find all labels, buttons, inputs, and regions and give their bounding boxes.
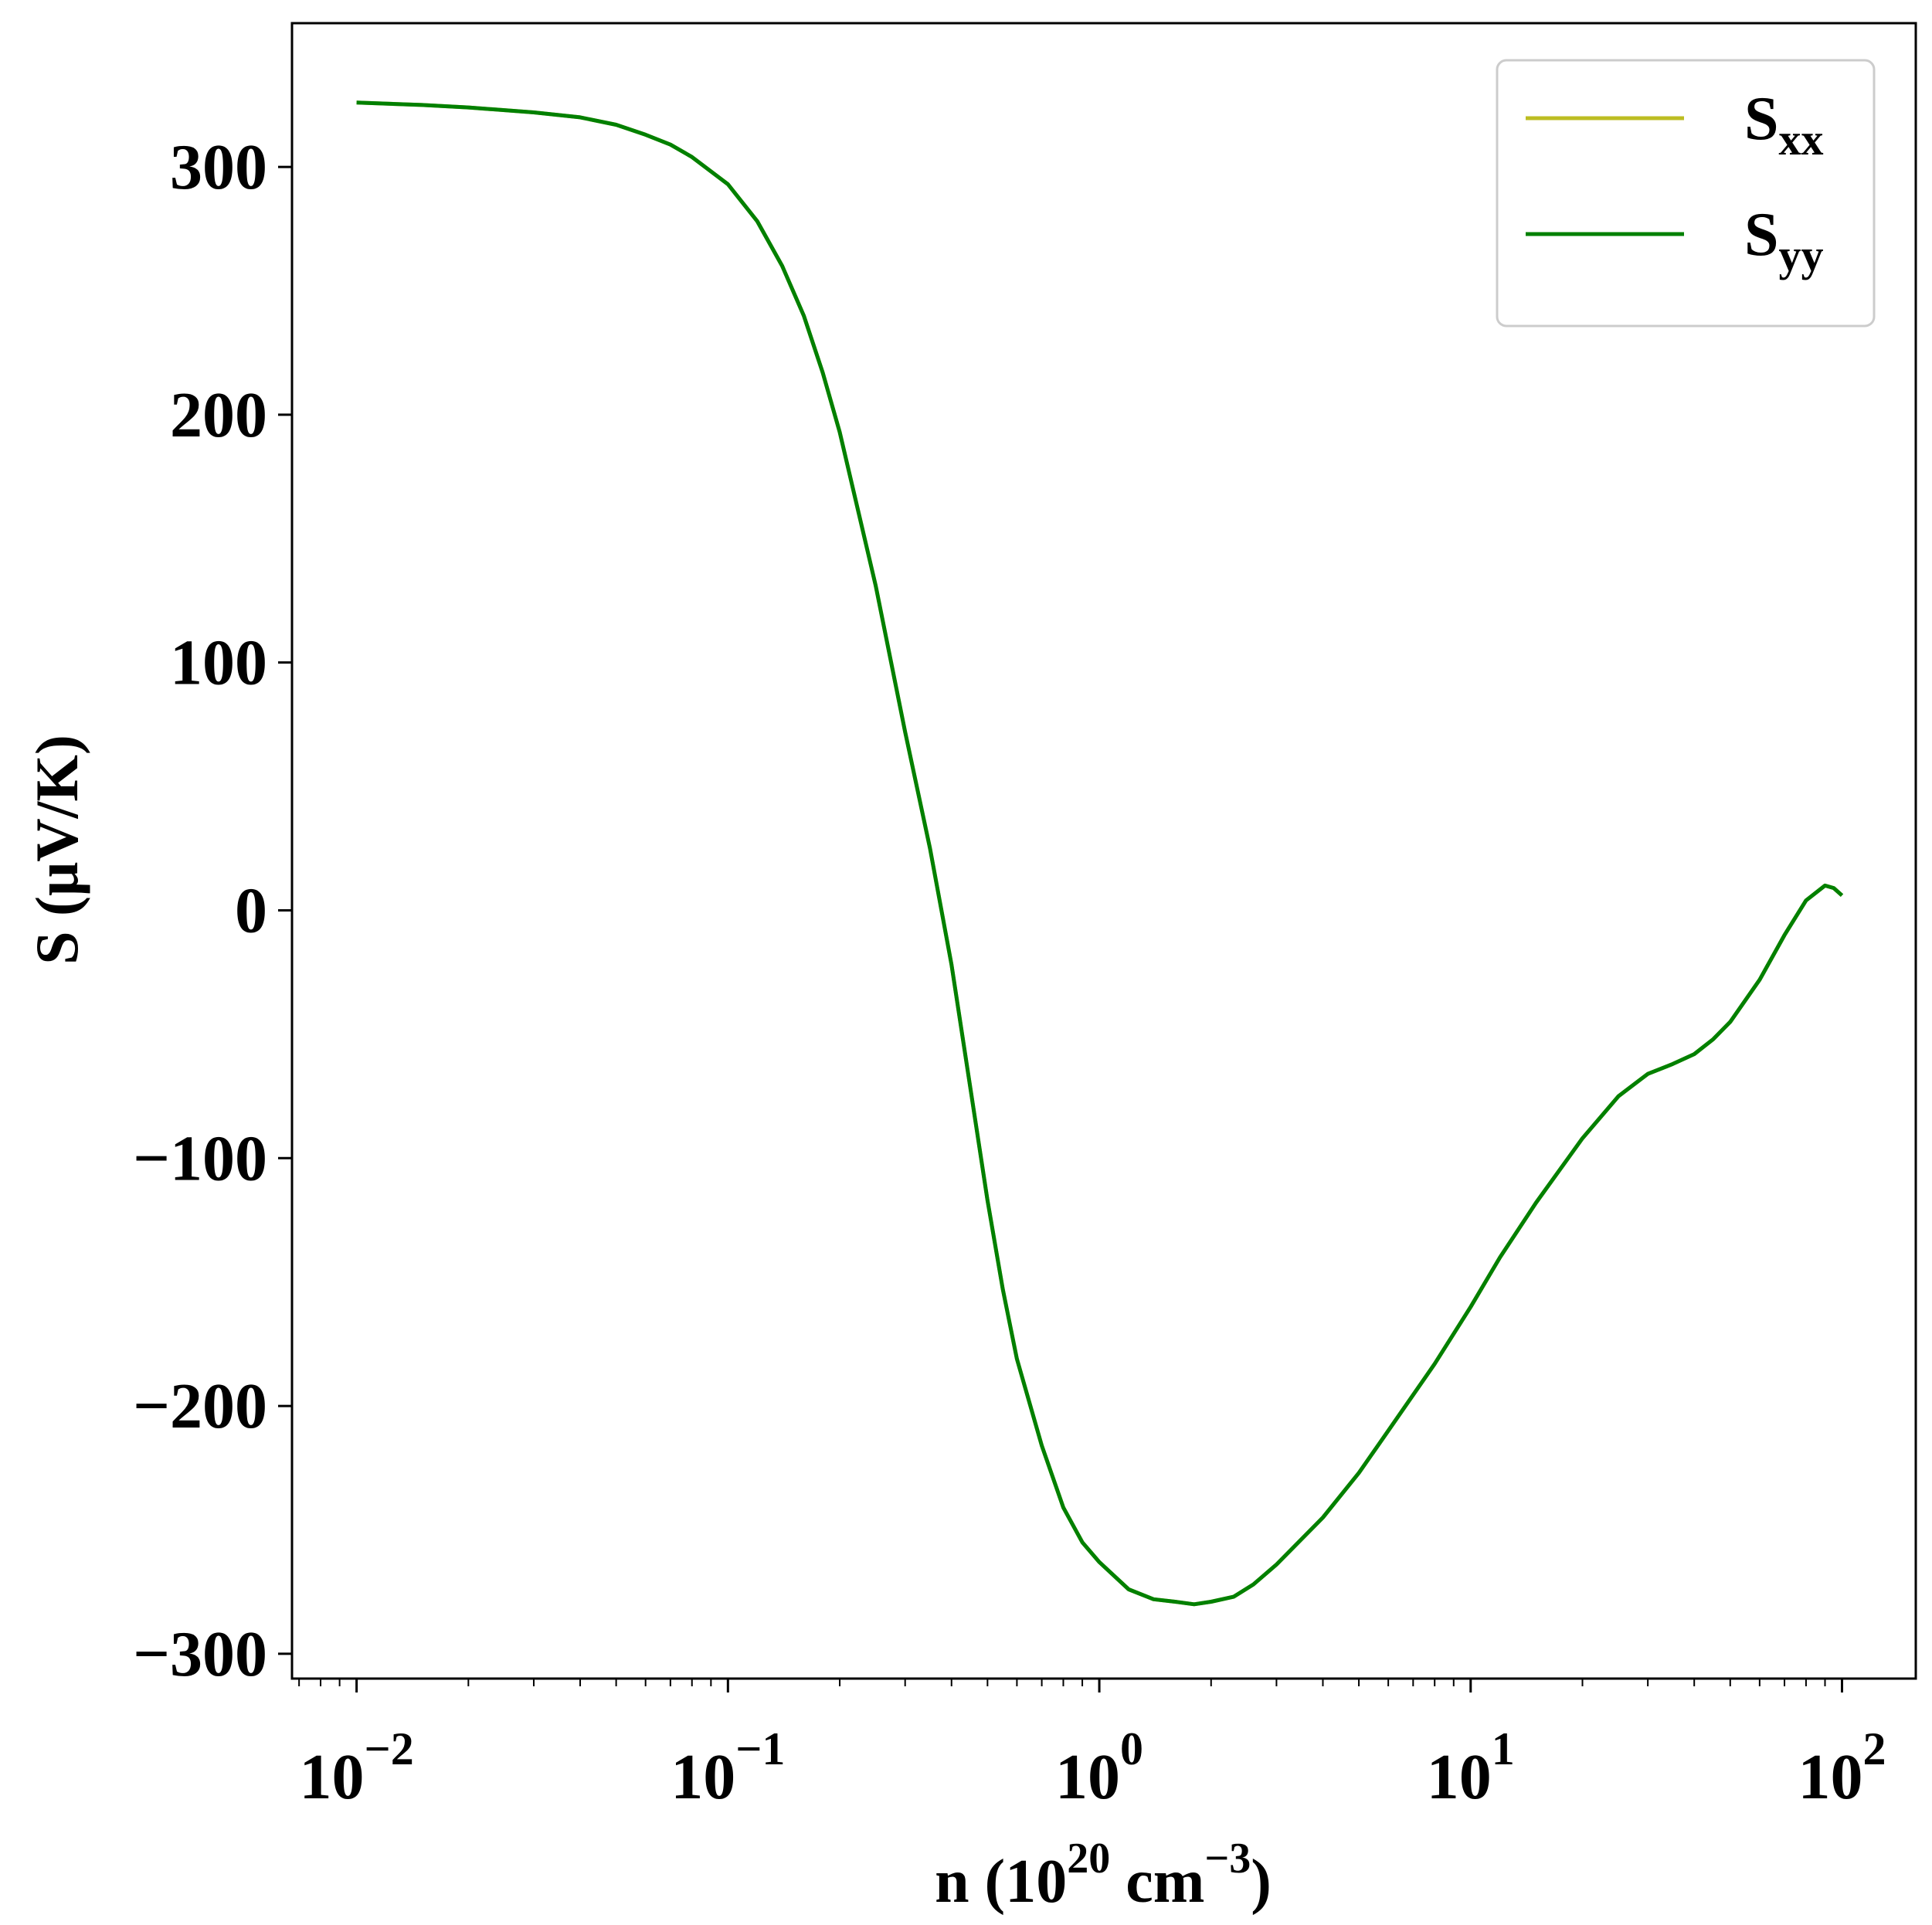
legend-box — [1496, 59, 1876, 328]
x-axis-ticks: 10−2 10−1 100 101 102 — [298, 1679, 1886, 1813]
x-tick-label-base: 10 — [1798, 1741, 1863, 1813]
x-axis-label-suffix: ) — [1251, 1848, 1272, 1916]
y-axis-label: S (μV/K) — [23, 735, 90, 965]
y-tick-label: 100 — [170, 627, 267, 699]
legend-label-syy: Syy — [1744, 201, 1824, 280]
x-axis-label-mid: cm — [1110, 1848, 1204, 1916]
x-axis-label-sup2: −3 — [1204, 1835, 1251, 1883]
legend-label-syy-sub: yy — [1779, 230, 1824, 280]
x-tick-label-exponent: 1 — [1492, 1723, 1515, 1774]
x-tick-label-base: 10 — [671, 1741, 735, 1813]
x-tick-label-exponent: −1 — [735, 1723, 785, 1774]
x-tick-label-base: 10 — [1055, 1741, 1120, 1813]
y-tick-label: −100 — [133, 1122, 267, 1194]
x-tick-label-exponent: 2 — [1863, 1723, 1886, 1774]
legend: Sxx Syy — [1496, 59, 1876, 328]
x-tick-label-exponent: −2 — [365, 1723, 414, 1774]
y-tick-label: 300 — [170, 131, 267, 203]
y-tick-label: 0 — [235, 874, 267, 946]
x-tick-label: 102 — [1798, 1723, 1886, 1813]
x-axis-label-sup1: 20 — [1067, 1835, 1110, 1883]
legend-label-sxx-sub: xx — [1779, 114, 1824, 165]
x-tick-label: 10−2 — [300, 1723, 414, 1813]
x-tick-label: 100 — [1055, 1723, 1143, 1813]
x-tick-label-exponent: 0 — [1120, 1723, 1143, 1774]
y-axis-ticks: 300 200 100 0 −100 −200 −300 — [133, 131, 292, 1690]
x-tick-label: 10−1 — [671, 1723, 785, 1813]
x-axis-label: n (1020 cm−3) — [935, 1835, 1272, 1916]
y-tick-label: 200 — [170, 379, 267, 451]
y-tick-label: −200 — [133, 1370, 267, 1442]
plot-frame — [290, 22, 1917, 1680]
series-lines — [356, 100, 1844, 1607]
x-axis-label-prefix: n (10 — [935, 1848, 1067, 1916]
y-tick-label: −300 — [133, 1618, 267, 1690]
legend-label-syy-base: S — [1744, 201, 1779, 269]
legend-label-sxx: Sxx — [1744, 85, 1824, 165]
x-tick-label-base: 10 — [300, 1741, 365, 1813]
x-tick-label: 101 — [1427, 1723, 1515, 1813]
x-tick-label-base: 10 — [1427, 1741, 1492, 1813]
series-line-syy — [356, 100, 1844, 1607]
legend-label-sxx-base: S — [1744, 85, 1779, 153]
